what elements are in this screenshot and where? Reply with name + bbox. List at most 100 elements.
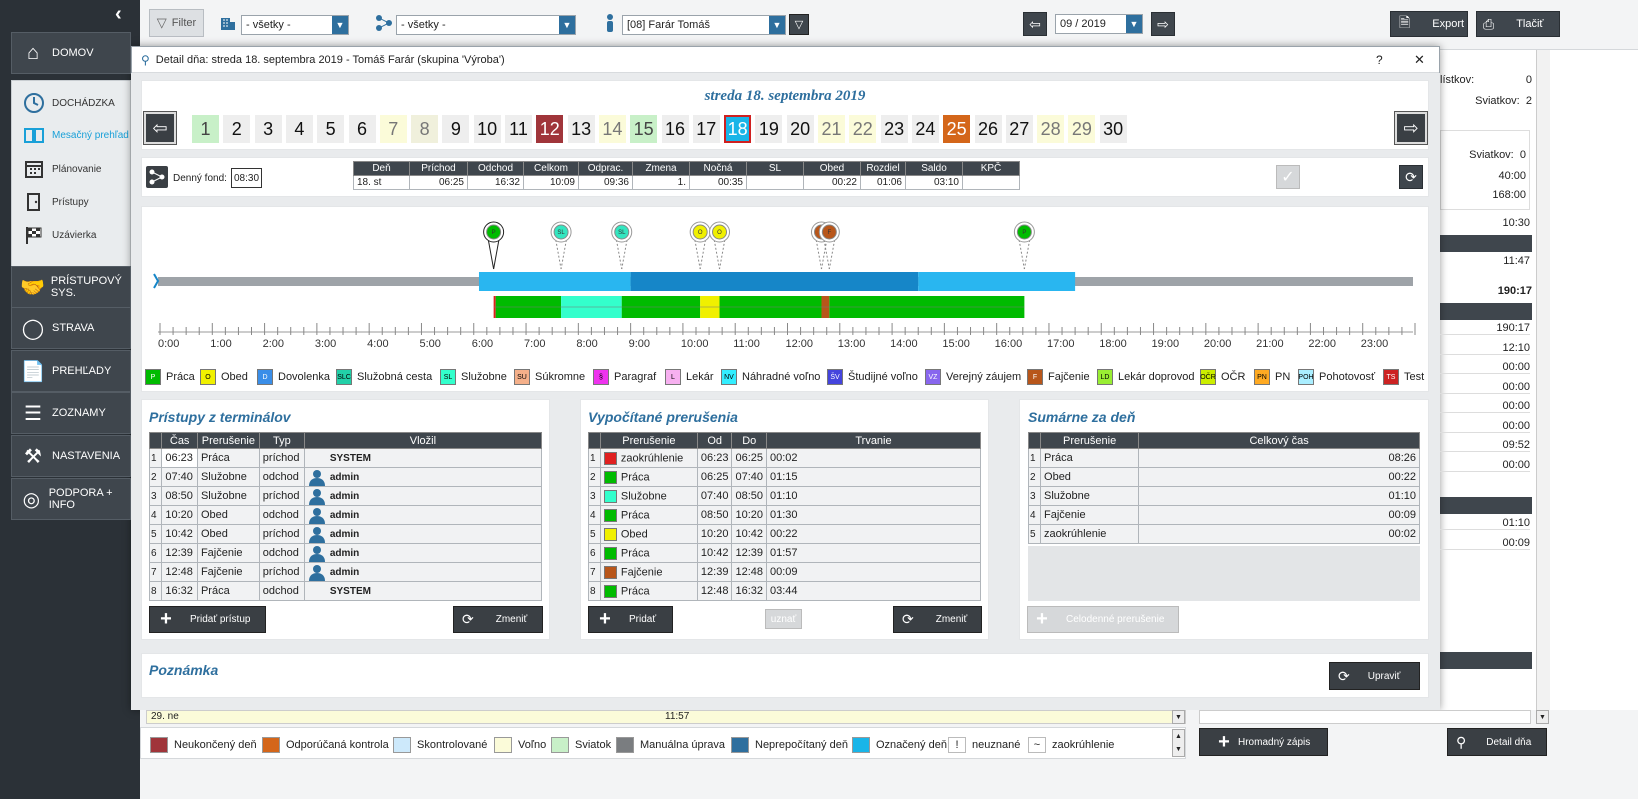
table-row[interactable]: 6 Práca 10:42 12:39 01:57 [588, 543, 982, 563]
add-interruption-button[interactable]: + Pridať [588, 606, 673, 633]
sidebar-item-pristupy[interactable]: Prístupy [12, 186, 132, 218]
sidebar-item-preh-ady[interactable]: 📄 PREHĽADY [11, 350, 131, 392]
sidebar-item-mesacny-prehlad[interactable]: Mesačný prehľad [12, 119, 132, 151]
day-9[interactable]: 9 [442, 115, 470, 143]
filter-button[interactable]: ▽ Filter [149, 9, 204, 37]
day-15[interactable]: 15 [630, 115, 658, 143]
table-row[interactable]: 3 08:50 Služobne príchod admin [148, 486, 543, 506]
table-row[interactable]: 5 Obed 10:20 10:42 00:22 [588, 524, 982, 544]
table-row[interactable]: 8 16:32 Práca odchod SYSTEM [148, 581, 543, 601]
table-row[interactable]: 4 Práca 08:50 10:20 01:30 [588, 505, 982, 525]
day-2[interactable]: 2 [223, 115, 251, 143]
day-29[interactable]: 29 [1068, 115, 1096, 143]
sidebar-item-domov[interactable]: ⌂ DOMOV [11, 32, 131, 74]
table-row[interactable]: 1 06:23 Práca príchod SYSTEM [148, 448, 543, 468]
collapse-sidebar-icon[interactable]: ‹ [115, 3, 122, 25]
day-19[interactable]: 19 [755, 115, 783, 143]
table-row[interactable]: 1 zaokrúhlenie 06:23 06:25 00:02 [588, 448, 982, 468]
day-6[interactable]: 6 [348, 115, 376, 143]
prev-day-button[interactable]: ⇦ [143, 111, 177, 145]
confirm-check-button[interactable]: ✓ [1276, 165, 1300, 189]
change-interruption-button[interactable]: ⟳ Zmeniť [893, 606, 982, 633]
day-11[interactable]: 11 [505, 115, 532, 143]
scrollbar[interactable] [1536, 50, 1550, 720]
scroll-down-icon[interactable]: ▼ [1172, 710, 1185, 724]
table-row[interactable]: 4 10:20 Obed odchod admin [148, 505, 543, 525]
next-day-button[interactable]: ⇨ [1394, 111, 1428, 145]
edit-note-button[interactable]: ⟳ Upraviť [1329, 662, 1420, 690]
day-22[interactable]: 22 [849, 115, 877, 143]
day-17[interactable]: 17 [692, 115, 720, 143]
table-row[interactable]: 1 Práca 08:26 [1027, 448, 1420, 468]
day-28[interactable]: 28 [1037, 115, 1065, 143]
table-row[interactable]: 7 Fajčenie 12:39 12:48 00:09 [588, 562, 982, 582]
sidebar-item-dochadzka[interactable]: DOCHÁDZKA [12, 87, 132, 119]
day-10[interactable]: 10 [473, 115, 501, 143]
day-detail-button[interactable]: ⚲ Detail dňa [1447, 728, 1547, 756]
day-20[interactable]: 20 [786, 115, 814, 143]
table-row[interactable]: 3 Služobne 07:40 08:50 01:10 [588, 486, 982, 506]
day-4[interactable]: 4 [285, 115, 313, 143]
table-row[interactable]: 5 zaokrúhlenie 00:02 [1027, 524, 1420, 544]
day-18[interactable]: 18 [724, 115, 752, 143]
day-8[interactable]: 8 [411, 115, 439, 143]
scroll-down-icon[interactable]: ▼ [1536, 710, 1549, 724]
day-13[interactable]: 13 [567, 115, 595, 143]
sidebar-item-strava[interactable]: ◯ STRAVA [11, 307, 131, 349]
inserted-by-cell: SYSTEM [303, 448, 543, 468]
sidebar-item-nastavenia[interactable]: ⚒ NASTAVENIA [11, 435, 131, 477]
denny-fond-input[interactable]: 08:30 [231, 168, 262, 188]
table-row[interactable]: 2 Práca 06:25 07:40 01:15 [588, 467, 982, 487]
hour-label: 3:00 [315, 338, 336, 350]
select-division[interactable]: - všetky - ▼ [241, 15, 349, 35]
day-24[interactable]: 24 [911, 115, 939, 143]
acknowledge-button[interactable]: uznať [765, 609, 802, 629]
prev-month-button[interactable]: ⇦ [1023, 12, 1047, 36]
print-button[interactable]: ⎙ Tlačiť [1476, 11, 1560, 37]
day-7[interactable]: 7 [379, 115, 407, 143]
sidebar-item-uzavierka[interactable]: Uzávierka [12, 219, 132, 251]
table-row[interactable]: 2 07:40 Služobne odchod admin [148, 467, 543, 487]
day-14[interactable]: 14 [598, 115, 626, 143]
day-26[interactable]: 26 [974, 115, 1002, 143]
legend-scroll[interactable]: ▲ ▼ [1172, 729, 1185, 757]
bulk-entry-button[interactable]: + Hromadný zápis [1199, 728, 1328, 756]
day-21[interactable]: 21 [818, 115, 845, 143]
table-row[interactable]: 8 Práca 12:48 16:32 03:44 [588, 581, 982, 601]
select-group[interactable]: - všetky - ▼ [396, 15, 576, 35]
sidebar-item-podpora-info[interactable]: ◎ PODPORA + INFO [11, 478, 131, 520]
day-23[interactable]: 23 [880, 115, 908, 143]
close-button[interactable]: ✕ [1414, 51, 1425, 67]
sidebar-item-planovanie[interactable]: Plánovanie [12, 153, 132, 185]
day-1[interactable]: 1 [192, 115, 219, 143]
day-3[interactable]: 3 [254, 115, 282, 143]
day-25[interactable]: 25 [943, 115, 971, 143]
day-12[interactable]: 12 [536, 115, 564, 143]
table-row[interactable]: 6 12:39 Fajčenie odchod admin [148, 543, 543, 563]
table-row[interactable]: 2 Obed 00:22 [1027, 467, 1420, 487]
select-employee[interactable]: [08] Farár Tomáš ▼ [622, 15, 786, 35]
summary-cell: 00:35 [689, 175, 747, 190]
day-27[interactable]: 27 [1005, 115, 1033, 143]
select-month[interactable]: 09 / 2019 ▼ [1055, 14, 1143, 34]
sidebar-item-pr-stupov-sys-[interactable]: 🤝 PRÍSTUPOVÝ SYS. [11, 266, 131, 308]
export-button[interactable]: 🗎 Export [1390, 11, 1468, 37]
month-row-29[interactable]: 29. ne 11:57 [146, 710, 1186, 724]
add-access-button[interactable]: + Pridať prístup [149, 606, 266, 633]
sidebar-item-zoznamy[interactable]: ☰ ZOZNAMY [11, 392, 131, 434]
full-day-interruption-button[interactable]: + Celodenné prerušenie [1027, 606, 1179, 633]
day-16[interactable]: 16 [661, 115, 689, 143]
table-row[interactable]: 7 12:48 Fajčenie príchod admin [148, 562, 543, 582]
day-5[interactable]: 5 [317, 115, 345, 143]
interruption-label: zaokrúhlenie [620, 451, 684, 464]
employee-filter-button[interactable]: ▽ [789, 14, 809, 35]
day-30[interactable]: 30 [1099, 115, 1127, 143]
time-cell: 10:42 [161, 524, 198, 544]
table-row[interactable]: 4 Fajčenie 00:09 [1027, 505, 1420, 525]
next-month-button[interactable]: ⇨ [1151, 12, 1175, 36]
change-access-button[interactable]: ⟳ Zmeniť [453, 606, 543, 633]
table-row[interactable]: 3 Služobne 01:10 [1027, 486, 1420, 506]
table-row[interactable]: 5 10:42 Obed príchod admin [148, 524, 543, 544]
refresh-button[interactable]: ⟳ [1399, 165, 1423, 189]
help-button[interactable]: ? [1376, 52, 1383, 67]
